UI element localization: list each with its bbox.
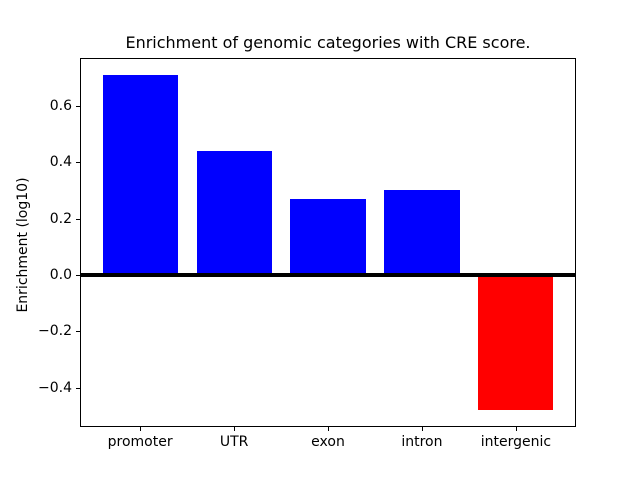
bar-exon xyxy=(290,198,366,275)
chart-title: Enrichment of genomic categories with CR… xyxy=(125,33,531,52)
x-tick-mark xyxy=(140,427,142,431)
y-tick-mark xyxy=(76,105,80,107)
y-tick-mark xyxy=(76,274,80,276)
y-tick-label: −0.2 xyxy=(38,323,72,340)
x-tick-label-intron: intron xyxy=(401,434,443,450)
y-tick-mark xyxy=(76,387,80,389)
x-tick-mark xyxy=(328,427,329,431)
y-tick-label: 0.0 xyxy=(49,266,72,283)
zero-line xyxy=(80,272,576,277)
x-tick-label-promoter: promoter xyxy=(107,434,173,450)
y-axis-label-text: Enrichment (log10) xyxy=(15,177,31,313)
x-tick-label-intergenic: intergenic xyxy=(480,434,552,450)
bar-intergenic xyxy=(478,274,554,411)
x-tick-mark xyxy=(515,427,517,431)
y-tick-label: 0.6 xyxy=(49,97,72,114)
y-tick-mark xyxy=(76,162,80,164)
bar-UTR xyxy=(196,151,272,275)
y-tick-label: 0.4 xyxy=(49,154,72,171)
y-tick-mark xyxy=(76,218,80,220)
bar-intron xyxy=(384,190,460,275)
y-tick-label: −0.4 xyxy=(38,379,72,396)
y-tick-mark xyxy=(76,331,80,333)
x-tick-mark xyxy=(234,427,236,431)
bar-promoter xyxy=(102,74,178,275)
x-tick-label-exon: exon xyxy=(311,434,345,450)
x-tick-label-UTR: UTR xyxy=(219,434,249,450)
x-tick-mark xyxy=(421,427,423,431)
y-tick-label: 0.2 xyxy=(49,210,72,227)
